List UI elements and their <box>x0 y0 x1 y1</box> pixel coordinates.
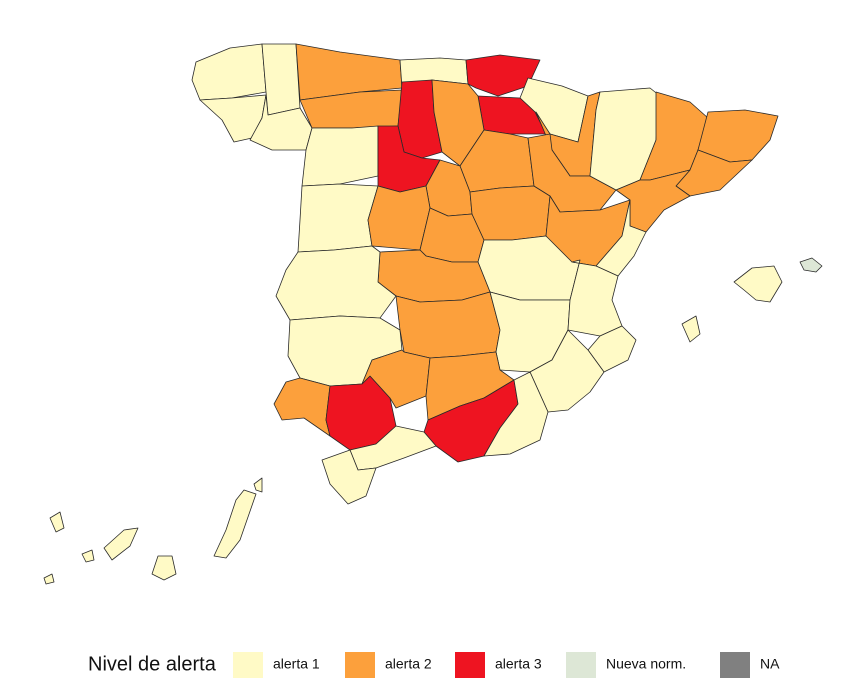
map <box>43 43 823 585</box>
legend: Nivel de alerta alerta 1 alerta 2 alerta 3… <box>88 652 780 678</box>
legend-swatch <box>455 652 485 678</box>
legend-label: alerta 2 <box>385 656 432 672</box>
island <box>799 257 823 273</box>
legend-swatch <box>345 652 375 678</box>
legend-label: Nueva norm. <box>606 656 686 672</box>
province <box>275 245 397 321</box>
island <box>213 489 257 559</box>
island <box>681 315 701 343</box>
province <box>297 183 379 253</box>
province <box>469 185 551 241</box>
legend-swatch <box>566 652 596 678</box>
legend-swatch <box>720 652 750 678</box>
province <box>595 199 647 277</box>
province <box>483 371 549 457</box>
province <box>191 43 267 101</box>
island <box>103 527 139 561</box>
island <box>49 511 65 533</box>
legend-label: NA <box>760 656 780 672</box>
island <box>733 265 783 303</box>
province <box>321 449 377 505</box>
province <box>301 125 379 187</box>
island <box>81 549 95 563</box>
province <box>273 377 331 437</box>
legend-label: alerta 1 <box>273 656 320 672</box>
legend-title: Nivel de alerta <box>88 653 217 675</box>
island <box>151 555 177 581</box>
province <box>367 185 431 251</box>
island <box>43 573 55 585</box>
island <box>253 477 263 493</box>
province <box>465 54 541 97</box>
legend-label: alerta 3 <box>495 656 542 672</box>
province <box>261 43 301 116</box>
legend-swatch <box>233 652 263 678</box>
province <box>395 291 501 359</box>
